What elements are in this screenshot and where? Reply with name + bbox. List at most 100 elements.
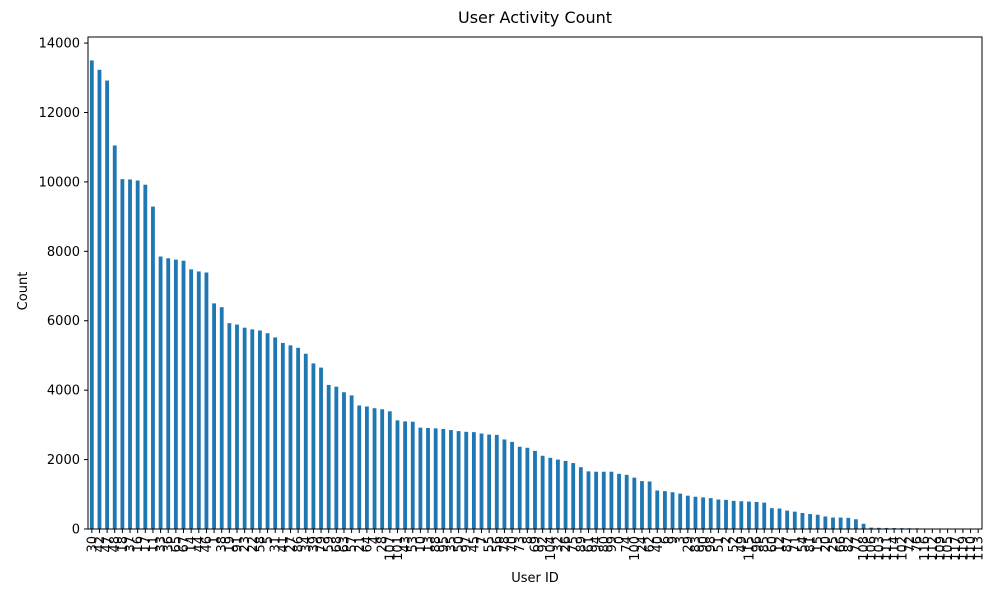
bar <box>105 81 109 529</box>
bar <box>548 458 552 529</box>
y-tick-label: 14000 <box>39 37 80 52</box>
bar <box>120 179 124 529</box>
bar <box>739 501 743 529</box>
bar <box>220 307 224 529</box>
bar <box>334 387 338 529</box>
bar <box>648 481 652 529</box>
bar <box>258 330 262 529</box>
bar <box>678 494 682 529</box>
bar <box>227 323 231 529</box>
bar <box>289 345 293 529</box>
y-tick-label: 4000 <box>47 384 80 399</box>
bar <box>602 472 606 529</box>
bar <box>808 514 812 529</box>
bar <box>304 354 308 529</box>
x-tick-label: 113 <box>972 536 987 561</box>
y-tick-label: 12000 <box>39 106 80 121</box>
bar <box>831 518 835 529</box>
y-tick-label: 8000 <box>47 245 80 260</box>
bar <box>159 257 163 529</box>
bar <box>480 434 484 529</box>
bar <box>296 348 300 529</box>
bar <box>640 481 644 529</box>
bar <box>350 395 354 529</box>
bar <box>617 474 621 529</box>
bar <box>319 368 323 529</box>
bar <box>487 435 491 529</box>
bar <box>846 518 850 529</box>
bar <box>632 478 636 529</box>
bar <box>182 261 186 529</box>
bar <box>541 456 545 529</box>
bar <box>694 497 698 529</box>
bar <box>801 513 805 529</box>
bar <box>342 392 346 529</box>
bar <box>143 185 147 529</box>
bar <box>525 448 529 529</box>
bar <box>441 429 445 529</box>
bar <box>266 333 270 529</box>
bar <box>136 181 140 529</box>
bar <box>778 509 782 529</box>
bar <box>671 492 675 529</box>
bar <box>556 460 560 529</box>
bar <box>411 422 415 529</box>
bar <box>235 325 239 529</box>
bar <box>312 363 316 529</box>
bar <box>854 519 858 529</box>
bar <box>189 269 193 529</box>
bar <box>197 271 201 529</box>
bar <box>373 408 377 529</box>
bar <box>762 503 766 529</box>
bar <box>587 471 591 529</box>
bar <box>655 490 659 529</box>
bar <box>166 258 170 529</box>
bar <box>449 430 453 529</box>
bar <box>716 499 720 529</box>
bar <box>205 273 209 529</box>
bar <box>770 508 774 529</box>
bar <box>625 475 629 529</box>
bar <box>533 451 537 529</box>
bar <box>862 524 866 529</box>
bar <box>594 472 598 529</box>
bar <box>564 461 568 529</box>
bar <box>426 428 430 529</box>
bar <box>518 447 522 529</box>
bar <box>701 497 705 529</box>
bar <box>510 442 514 529</box>
bar <box>273 337 277 529</box>
bar <box>128 179 132 529</box>
bar <box>418 428 422 529</box>
bar <box>503 439 507 529</box>
bar <box>839 518 843 529</box>
bar <box>403 421 407 529</box>
bar <box>98 70 102 529</box>
bar <box>571 463 575 529</box>
bar <box>663 491 667 529</box>
bar <box>357 405 361 529</box>
bar <box>793 512 797 529</box>
bar <box>823 517 827 529</box>
bar <box>396 420 400 529</box>
bar <box>113 145 117 529</box>
bar <box>747 502 751 529</box>
bar <box>732 501 736 529</box>
bar <box>380 409 384 529</box>
bar <box>709 498 713 529</box>
y-tick-label: 2000 <box>47 453 80 468</box>
bar <box>464 432 468 529</box>
bar <box>610 472 614 529</box>
bar <box>457 431 461 529</box>
bar <box>579 467 583 529</box>
bar <box>816 515 820 529</box>
bar <box>281 343 285 529</box>
bar <box>243 328 247 529</box>
bar <box>388 411 392 529</box>
bar <box>755 502 759 529</box>
bar <box>250 329 254 529</box>
x-axis-label: User ID <box>511 571 559 586</box>
y-tick-label: 6000 <box>47 314 80 329</box>
bar <box>151 207 155 529</box>
